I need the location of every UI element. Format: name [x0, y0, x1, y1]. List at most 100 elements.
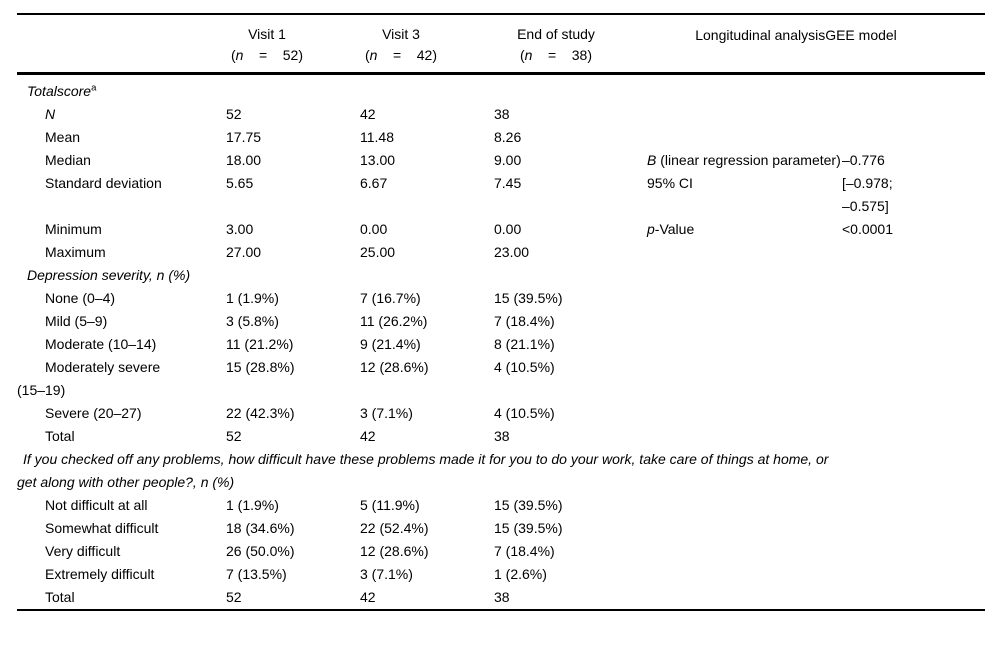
gee-label-text: 95% CI — [647, 175, 693, 191]
end-of-study-value: 1 (2.6%) — [494, 566, 547, 582]
visit1-value: 52 — [226, 106, 242, 122]
footnote-marker: a — [91, 82, 97, 94]
table-row-standard-deviation: Standard deviation 5.65 6.67 7.45 95% CI… — [17, 172, 985, 218]
section-title: Depression severity, n (%) — [27, 267, 191, 283]
table-row-extremely-difficult: Extremely difficult 7 (13.5%) 3 (7.1%) 1… — [17, 563, 985, 586]
visit3-value: 5 (11.9%) — [360, 497, 420, 513]
section-title: Totalscore — [27, 83, 92, 99]
n-symbol: n — [524, 47, 533, 63]
table-row-none: None (0–4) 1 (1.9%) 7 (16.7%) 15 (39.5%) — [17, 287, 985, 310]
category-name: Total — [45, 589, 75, 605]
visit1-value: 52 — [226, 428, 242, 444]
row-label: Moderately severe (15–19) — [17, 356, 226, 402]
header-end-of-study: End of study (n = 38) — [494, 14, 647, 75]
end-of-study-value: 4 (10.5%) — [494, 405, 555, 421]
visit3-value: 11.48 — [360, 129, 394, 145]
visit3-value: 6.67 — [360, 175, 388, 191]
table-row-very-difficult: Very difficult 26 (50.0%) 12 (28.6%) 7 (… — [17, 540, 985, 563]
column-title-visit1: Visit 1 — [248, 26, 286, 42]
gee-stat-label: p-Value — [647, 218, 842, 241]
section-label: Totalscorea — [17, 74, 985, 104]
section-label: Depression severity, n (%) — [17, 264, 985, 287]
row-label: Total — [17, 425, 226, 448]
section-row-totalscore: Totalscorea — [17, 74, 985, 104]
n-symbol: n — [369, 47, 378, 63]
row-label: Very difficult — [17, 540, 226, 563]
row-label: Mild (5–9) — [17, 310, 226, 333]
visit3-value: 0.00 — [360, 221, 388, 237]
visit3-value: 42 — [360, 428, 376, 444]
n-value: = 38) — [532, 47, 592, 63]
visit3-value: 22 (52.4%) — [360, 520, 429, 536]
gee-stat-label: 95% CI — [647, 172, 842, 218]
n-value: = 52) — [243, 47, 303, 63]
visit1-value: 3.00 — [226, 221, 254, 237]
row-label: Not difficult at all — [17, 494, 226, 517]
row-label: Standard deviation — [17, 172, 226, 218]
end-of-study-value: 23.00 — [494, 244, 530, 260]
b-symbol: B — [647, 152, 657, 168]
table-row-median: Median 18.00 13.00 9.00 B (linear regres… — [17, 149, 985, 172]
row-label: Median — [17, 149, 226, 172]
gee-stat-label: B (linear regression parameter) — [647, 149, 842, 172]
header-visit3: Visit 3 (n = 42) — [360, 14, 494, 75]
visit1-value: 18.00 — [226, 152, 262, 168]
visit1-value: 22 (42.3%) — [226, 405, 295, 421]
visit3-value: 42 — [360, 106, 376, 122]
stat-name: Standard deviation — [45, 175, 162, 191]
visit3-value: 25.00 — [360, 244, 396, 260]
category-name: Extremely difficult — [45, 566, 155, 582]
end-of-study-value: 15 (39.5%) — [494, 290, 563, 306]
row-label: None (0–4) — [17, 287, 226, 310]
end-of-study-value: 7 (18.4%) — [494, 543, 555, 559]
visit1-value: 11 (21.2%) — [226, 336, 294, 352]
row-label: Somewhat difficult — [17, 517, 226, 540]
visit1-value: 7 (13.5%) — [226, 566, 287, 582]
section-label: If you checked off any problems, how dif… — [17, 448, 985, 494]
stat-name: Mean — [45, 129, 81, 145]
n-symbol: n — [235, 47, 244, 63]
gee-label-text: (linear regression parameter) — [656, 152, 841, 168]
visit1-value: 3 (5.8%) — [226, 313, 279, 329]
row-label: Moderate (10–14) — [17, 333, 226, 356]
visit1-value: 15 (28.8%) — [226, 359, 295, 375]
end-of-study-value: 38 — [494, 428, 510, 444]
section-row-difficulty-question: If you checked off any problems, how dif… — [17, 448, 985, 494]
visit3-value: 9 (21.4%) — [360, 336, 421, 352]
visit1-value: 5.65 — [226, 175, 254, 191]
table-row-maximum: Maximum 27.00 25.00 23.00 — [17, 241, 985, 264]
visit3-value: 12 (28.6%) — [360, 359, 429, 375]
end-of-study-value: 7.45 — [494, 175, 522, 191]
category-name: Not difficult at all — [45, 497, 148, 513]
row-label: N — [17, 103, 226, 126]
end-of-study-value: 9.00 — [494, 152, 522, 168]
category-name: Severe (20–27) — [45, 405, 142, 421]
category-name: Somewhat difficult — [45, 520, 159, 536]
column-title-visit3: Visit 3 — [382, 26, 420, 42]
end-of-study-value: 8.26 — [494, 129, 522, 145]
end-of-study-value: 38 — [494, 589, 510, 605]
row-label: Severe (20–27) — [17, 402, 226, 425]
table-row-minimum: Minimum 3.00 0.00 0.00 p-Value <0.0001 — [17, 218, 985, 241]
end-of-study-value: 8 (21.1%) — [494, 336, 555, 352]
gee-stat-value: [–0.978; –0.575] — [842, 175, 893, 214]
table-row-severe: Severe (20–27) 22 (42.3%) 3 (7.1%) 4 (10… — [17, 402, 985, 425]
visit3-value: 7 (16.7%) — [360, 290, 421, 306]
stat-name: Median — [45, 152, 91, 168]
clinical-results-table: Visit 1 (n = 52) Visit 3 (n = 42) End of… — [17, 13, 986, 611]
table-row-moderate: Moderate (10–14) 11 (21.2%) 9 (21.4%) 8 … — [17, 333, 985, 356]
header-visit1: Visit 1 (n = 52) — [226, 14, 360, 75]
visit1-value: 1 (1.9%) — [226, 290, 279, 306]
visit1-value: 1 (1.9%) — [226, 497, 279, 513]
section-row-depression-severity: Depression severity, n (%) — [17, 264, 985, 287]
end-of-study-value: 0.00 — [494, 221, 522, 237]
visit3-value: 42 — [360, 589, 376, 605]
row-label: Mean — [17, 126, 226, 149]
gee-stat-value: –0.776 — [842, 152, 885, 168]
visit3-value: 11 (26.2%) — [360, 313, 428, 329]
end-of-study-value: 38 — [494, 106, 510, 122]
category-name: None (0–4) — [45, 290, 116, 306]
question-text: If you checked off any problems, how dif… — [17, 451, 829, 490]
visit3-value: 3 (7.1%) — [360, 566, 413, 582]
end-of-study-value: 4 (10.5%) — [494, 359, 555, 375]
